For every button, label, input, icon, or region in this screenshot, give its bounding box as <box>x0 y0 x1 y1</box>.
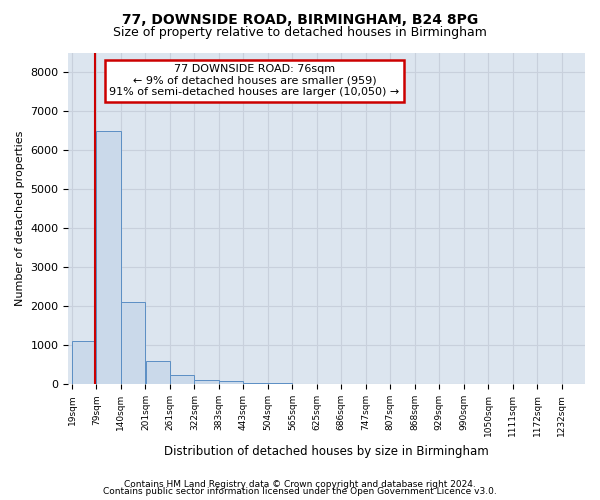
Bar <box>146 361 170 384</box>
Bar <box>243 382 268 384</box>
Text: Contains HM Land Registry data © Crown copyright and database right 2024.: Contains HM Land Registry data © Crown c… <box>124 480 476 489</box>
Bar <box>194 380 219 384</box>
Y-axis label: Number of detached properties: Number of detached properties <box>15 130 25 306</box>
Bar <box>97 130 121 384</box>
Bar <box>170 374 194 384</box>
Bar <box>72 342 97 384</box>
Text: 77 DOWNSIDE ROAD: 76sqm
← 9% of detached houses are smaller (959)
91% of semi-de: 77 DOWNSIDE ROAD: 76sqm ← 9% of detached… <box>109 64 400 98</box>
Bar <box>268 383 292 384</box>
Text: Size of property relative to detached houses in Birmingham: Size of property relative to detached ho… <box>113 26 487 39</box>
Bar <box>219 382 244 384</box>
X-axis label: Distribution of detached houses by size in Birmingham: Distribution of detached houses by size … <box>164 444 489 458</box>
Text: 77, DOWNSIDE ROAD, BIRMINGHAM, B24 8PG: 77, DOWNSIDE ROAD, BIRMINGHAM, B24 8PG <box>122 12 478 26</box>
Bar <box>121 302 145 384</box>
Text: Contains public sector information licensed under the Open Government Licence v3: Contains public sector information licen… <box>103 488 497 496</box>
